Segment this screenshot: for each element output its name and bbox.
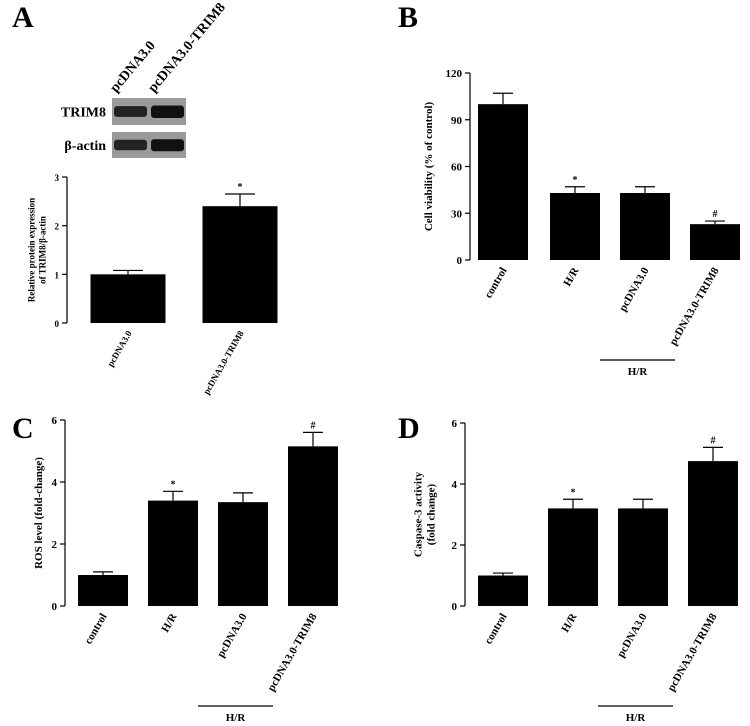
blot-row-label: β-actin bbox=[64, 139, 106, 154]
bar bbox=[620, 192, 670, 260]
y-tick-label: 4 bbox=[52, 477, 58, 489]
blot-row-label: TRIM8 bbox=[61, 106, 106, 121]
y-tick-label: 6 bbox=[52, 415, 58, 427]
x-tick-label: pcDNA3.0-TRIM8 bbox=[201, 329, 246, 397]
bar bbox=[478, 104, 528, 261]
y-tick-label: 6 bbox=[452, 418, 458, 430]
x-tick-label: pcDNA3.0 bbox=[617, 265, 652, 314]
error-bar bbox=[705, 220, 725, 225]
bar bbox=[288, 446, 338, 606]
y-tick-label: 4 bbox=[452, 479, 458, 491]
error-bar bbox=[225, 193, 255, 207]
significance-mark: * bbox=[573, 175, 578, 186]
error-bar bbox=[93, 571, 113, 575]
x-tick-label: control bbox=[483, 266, 510, 301]
x-tick-label: pcDNA3.0-TRIM8 bbox=[265, 611, 319, 693]
blot-band bbox=[114, 139, 147, 151]
y-axis-label: Cell viability (% of control) bbox=[423, 101, 435, 231]
bar bbox=[90, 274, 166, 323]
bar bbox=[618, 508, 668, 606]
y-tick-label: 0 bbox=[457, 255, 463, 267]
panel-letter: A bbox=[12, 1, 34, 34]
bar bbox=[478, 575, 528, 606]
y-axis-label: (fold change) bbox=[426, 483, 438, 545]
significance-mark: # bbox=[711, 435, 716, 446]
x-tick-label: pcDNA3.0 bbox=[105, 329, 134, 369]
group-label: H/R bbox=[626, 712, 647, 724]
bar bbox=[148, 500, 198, 606]
bar bbox=[78, 575, 128, 606]
error-bar bbox=[565, 186, 585, 193]
panel-letter: C bbox=[12, 412, 34, 445]
panel-letter: B bbox=[398, 1, 418, 34]
error-bar bbox=[233, 492, 253, 503]
error-bar bbox=[493, 572, 513, 576]
error-bar bbox=[635, 186, 655, 193]
y-tick-label: 3 bbox=[55, 173, 60, 183]
y-tick-label: 1 bbox=[55, 270, 60, 280]
error-bar bbox=[163, 490, 183, 501]
x-tick-label: pcDNA3.0-TRIM8 bbox=[667, 265, 721, 347]
y-axis-label: of TRIM8/β-actin bbox=[38, 216, 48, 284]
bar bbox=[688, 461, 738, 606]
bar bbox=[202, 206, 278, 323]
x-tick-label: pcDNA3.0 bbox=[215, 611, 250, 660]
y-axis-label: ROS level (fold-change) bbox=[33, 457, 45, 569]
bar bbox=[218, 502, 268, 606]
y-axis-label: Caspase-3 activity bbox=[413, 471, 425, 557]
y-tick-label: 60 bbox=[451, 162, 463, 174]
error-bar bbox=[303, 431, 323, 447]
y-axis-label: Relative protein expression bbox=[27, 198, 37, 302]
y-tick-label: 0 bbox=[55, 319, 60, 329]
y-tick-label: 2 bbox=[55, 222, 60, 232]
group-label: H/R bbox=[226, 712, 247, 724]
x-tick-label: H/R bbox=[559, 611, 580, 635]
panel-letter: D bbox=[398, 412, 420, 445]
y-tick-label: 2 bbox=[52, 539, 58, 551]
significance-mark: * bbox=[238, 182, 243, 193]
bar bbox=[550, 192, 600, 260]
x-tick-label: pcDNA3.0-TRIM8 bbox=[665, 611, 719, 693]
error-bar bbox=[703, 446, 723, 462]
error-bar bbox=[493, 92, 513, 105]
blot-band bbox=[114, 106, 147, 117]
y-tick-label: 0 bbox=[452, 601, 458, 613]
x-tick-label: control bbox=[483, 612, 510, 647]
blot-band bbox=[151, 105, 184, 118]
y-tick-label: 2 bbox=[452, 540, 458, 552]
significance-mark: * bbox=[171, 479, 176, 490]
y-tick-label: 120 bbox=[446, 68, 463, 80]
blot-band bbox=[151, 139, 184, 152]
bar bbox=[690, 224, 740, 260]
significance-mark: * bbox=[571, 487, 576, 498]
y-tick-label: 90 bbox=[451, 115, 463, 127]
x-tick-label: H/R bbox=[561, 265, 582, 289]
group-label: H/R bbox=[628, 366, 649, 378]
significance-mark: # bbox=[713, 209, 718, 220]
bar bbox=[548, 508, 598, 606]
y-tick-label: 0 bbox=[52, 601, 58, 613]
error-bar bbox=[113, 269, 143, 275]
x-tick-label: pcDNA3.0 bbox=[615, 611, 650, 660]
y-tick-label: 30 bbox=[451, 208, 463, 220]
error-bar bbox=[633, 498, 653, 509]
x-tick-label: H/R bbox=[159, 611, 180, 635]
x-tick-label: control bbox=[83, 612, 110, 647]
significance-mark: # bbox=[311, 420, 316, 431]
error-bar bbox=[563, 498, 583, 509]
